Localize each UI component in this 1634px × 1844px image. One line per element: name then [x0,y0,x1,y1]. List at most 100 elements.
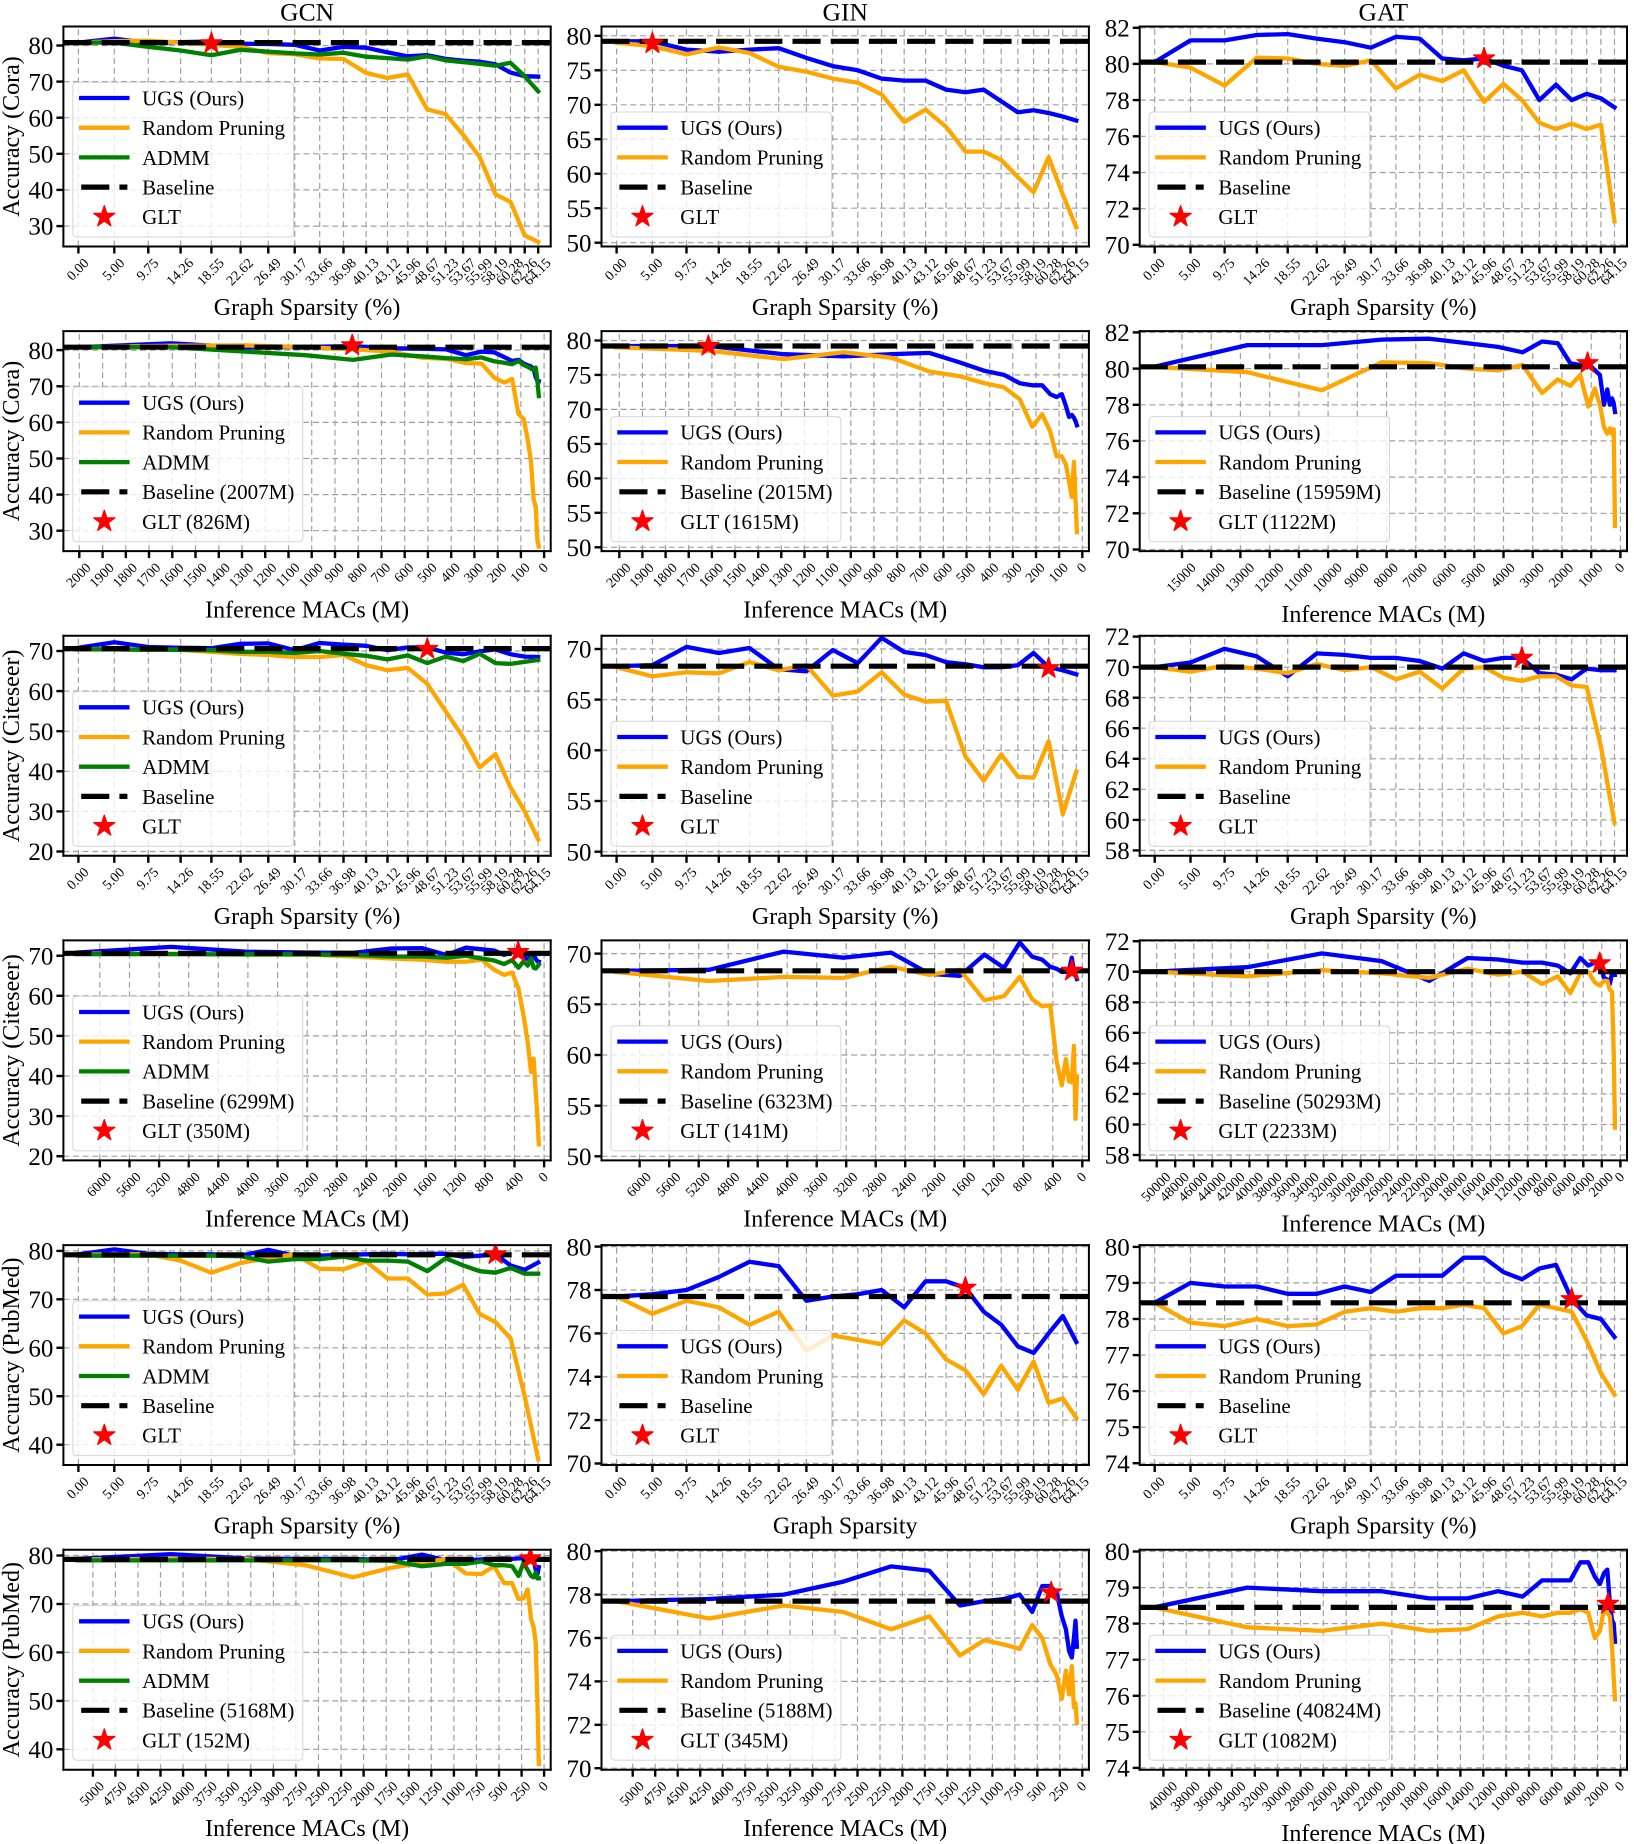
svg-text:20: 20 [28,1144,53,1171]
svg-text:60: 60 [28,1640,53,1667]
svg-text:GLT (1082M): GLT (1082M) [1218,1728,1336,1752]
svg-text:Accuracy (PubMed): Accuracy (PubMed) [0,1562,25,1757]
svg-text:Random Pruning: Random Pruning [1218,450,1361,474]
svg-text:GLT: GLT [680,814,719,838]
svg-text:40: 40 [28,482,53,509]
svg-text:ADMM: ADMM [142,755,210,779]
svg-text:70: 70 [567,397,592,424]
svg-text:76: 76 [567,1626,592,1653]
svg-text:77: 77 [1105,1343,1130,1370]
svg-text:Accuracy (Cora): Accuracy (Cora) [0,361,25,522]
svg-text:GIN: GIN [823,0,868,27]
svg-text:65: 65 [567,432,592,459]
svg-text:Random Pruning: Random Pruning [680,450,823,474]
svg-text:GLT: GLT [1218,814,1257,838]
svg-text:82: 82 [1105,320,1130,347]
svg-text:64: 64 [1105,1051,1131,1078]
svg-text:Inference MACs (M): Inference MACs (M) [1281,1821,1485,1844]
svg-text:80: 80 [1105,52,1130,79]
svg-text:UGS (Ours): UGS (Ours) [1218,1335,1320,1359]
svg-text:72: 72 [1105,624,1130,651]
svg-text:66: 66 [1105,716,1130,743]
svg-text:Baseline: Baseline [680,176,752,200]
svg-text:GLT: GLT [142,1424,181,1448]
svg-text:74: 74 [1105,465,1131,492]
svg-text:GLT (1122M): GLT (1122M) [1218,510,1336,534]
svg-text:66: 66 [1105,1021,1130,1048]
svg-text:60: 60 [1105,1112,1130,1139]
svg-text:70: 70 [28,69,53,96]
svg-text:60: 60 [28,410,53,437]
svg-text:50: 50 [28,446,53,473]
svg-text:78: 78 [1105,1611,1130,1638]
svg-text:70: 70 [28,374,53,401]
svg-text:76: 76 [1105,124,1130,151]
svg-text:Baseline: Baseline [1218,1394,1290,1418]
svg-text:Baseline: Baseline [1218,785,1290,809]
svg-text:Random Pruning: Random Pruning [1218,1669,1361,1693]
svg-text:Baseline: Baseline [680,785,752,809]
svg-text:UGS (Ours): UGS (Ours) [1218,725,1320,749]
svg-text:Graph Sparsity (%): Graph Sparsity (%) [752,904,939,930]
svg-text:UGS (Ours): UGS (Ours) [142,1000,244,1024]
svg-text:72: 72 [1105,196,1130,223]
svg-text:Baseline (5188M): Baseline (5188M) [680,1699,832,1723]
svg-text:40: 40 [28,1737,53,1764]
svg-text:64: 64 [1105,746,1131,773]
svg-text:76: 76 [1105,429,1130,456]
svg-text:UGS (Ours): UGS (Ours) [680,1030,782,1054]
svg-text:60: 60 [567,738,592,765]
svg-text:55: 55 [567,789,592,816]
svg-text:GLT: GLT [680,1424,719,1448]
svg-text:65: 65 [567,687,592,714]
svg-text:58: 58 [1105,1143,1130,1170]
svg-text:Baseline (5168M): Baseline (5168M) [142,1699,294,1723]
svg-text:Inference MACs (M): Inference MACs (M) [743,1816,947,1842]
svg-text:Random Pruning: Random Pruning [680,146,823,170]
svg-text:ADMM: ADMM [142,1364,210,1388]
svg-text:75: 75 [1105,1415,1130,1442]
svg-text:74: 74 [1105,1451,1131,1478]
svg-text:80: 80 [567,24,592,51]
svg-text:74: 74 [1105,1756,1131,1783]
svg-text:65: 65 [567,992,592,1019]
svg-text:Graph Sparsity (%): Graph Sparsity (%) [752,295,939,321]
svg-text:UGS (Ours): UGS (Ours) [680,421,782,445]
svg-text:Graph Sparsity (%): Graph Sparsity (%) [1290,904,1477,930]
svg-text:80: 80 [1105,1539,1130,1566]
svg-text:Graph Sparsity (%): Graph Sparsity (%) [1290,295,1477,321]
svg-text:80: 80 [28,33,53,60]
svg-text:Random Pruning: Random Pruning [1218,1364,1361,1388]
svg-text:60: 60 [567,466,592,493]
svg-text:GLT (350M): GLT (350M) [142,1119,250,1143]
svg-text:70: 70 [28,943,53,970]
svg-text:UGS (Ours): UGS (Ours) [142,391,244,415]
svg-text:80: 80 [28,338,53,365]
svg-text:Baseline: Baseline [680,1394,752,1418]
svg-text:78: 78 [1105,1307,1130,1334]
svg-text:80: 80 [1105,356,1130,383]
svg-text:74: 74 [567,1364,593,1391]
svg-text:40: 40 [28,759,53,786]
svg-text:Random Pruning: Random Pruning [1218,1060,1361,1084]
svg-text:Random Pruning: Random Pruning [142,725,285,749]
svg-text:55: 55 [567,501,592,528]
svg-text:UGS (Ours): UGS (Ours) [142,1305,244,1329]
svg-text:60: 60 [567,161,592,188]
svg-text:UGS (Ours): UGS (Ours) [680,1335,782,1359]
svg-text:55: 55 [567,196,592,223]
svg-text:30: 30 [28,518,53,545]
svg-text:79: 79 [1105,1575,1130,1602]
svg-text:55: 55 [567,1093,592,1120]
svg-text:74: 74 [567,1669,593,1696]
svg-text:Inference MACs (M): Inference MACs (M) [205,1207,409,1233]
svg-text:80: 80 [567,328,592,355]
svg-text:50: 50 [28,719,53,746]
svg-text:80: 80 [567,1234,592,1261]
svg-text:GLT: GLT [680,205,719,229]
svg-text:80: 80 [28,1543,53,1570]
svg-text:80: 80 [1105,1235,1130,1262]
svg-text:Random Pruning: Random Pruning [1218,755,1361,779]
svg-text:GLT (2233M): GLT (2233M) [1218,1119,1336,1143]
svg-text:UGS (Ours): UGS (Ours) [1218,1639,1320,1663]
